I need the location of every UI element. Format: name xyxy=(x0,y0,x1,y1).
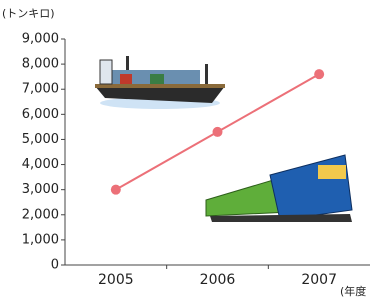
x-tick-label: 2005 xyxy=(98,272,134,288)
y-tick-label: 9,000 xyxy=(22,32,59,47)
ship-illustration xyxy=(95,56,225,109)
y-tick-label: 7,000 xyxy=(22,82,59,97)
y-tick-label: 0 xyxy=(51,258,59,273)
data-point xyxy=(314,69,324,79)
data-point xyxy=(111,185,121,195)
x-axis-label: (年度 xyxy=(340,284,366,298)
y-tick-label: 4,000 xyxy=(22,157,59,172)
y-tick-label: 2,000 xyxy=(22,207,59,222)
train-illustration xyxy=(206,155,352,222)
chart: (トンキロ) (年度 0 1,000 2,000 3,000 4,000 5,000 6,0… xyxy=(0,0,376,300)
y-tick-label: 3,000 xyxy=(22,182,59,197)
y-tick-label: 6,000 xyxy=(22,107,59,122)
y-tick-label: 5,000 xyxy=(22,132,59,147)
data-point xyxy=(213,127,223,137)
y-tick-label: 1,000 xyxy=(22,232,59,247)
y-axis-label: (トンキロ) xyxy=(2,7,55,20)
x-tick-label: 2006 xyxy=(200,272,236,288)
x-tick-label: 2007 xyxy=(301,272,337,288)
y-tick-label: 8,000 xyxy=(22,57,59,72)
